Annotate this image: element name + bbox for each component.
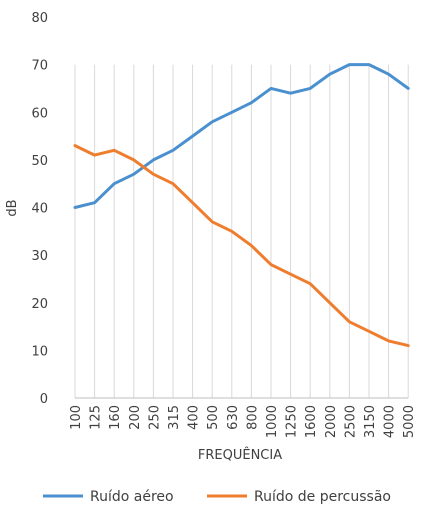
x-tick-250: 250 (147, 405, 162, 430)
x-tick-3150: 3150 (363, 405, 378, 438)
y-tick-20: 20 (31, 297, 48, 312)
x-tick-5000: 5000 (402, 405, 417, 438)
x-axis-ticks: 100 125 160 200 250 315 400 500 630 800 1000 1250 16… (69, 405, 417, 438)
x-tick-4000: 4000 (383, 405, 398, 438)
x-tick-1000: 1000 (265, 405, 280, 438)
x-tick-500: 500 (206, 405, 221, 430)
x-tick-200: 200 (128, 405, 143, 430)
x-tick-160: 160 (108, 405, 123, 430)
y-tick-10: 10 (31, 344, 48, 359)
x-tick-100: 100 (69, 405, 84, 430)
series-line-1 (73, 63, 410, 209)
y-tick-80: 80 (31, 11, 48, 26)
vertical-gridlines (74, 64, 409, 398)
x-tick-1250: 1250 (285, 405, 300, 438)
x-tick-125: 125 (89, 405, 104, 430)
y-tick-30: 30 (31, 249, 48, 264)
x-tick-630: 630 (226, 405, 241, 430)
y-tick-50: 50 (31, 154, 48, 169)
x-tick-1600: 1600 (304, 405, 319, 438)
y-tick-60: 60 (31, 106, 48, 121)
x-tick-315: 315 (167, 405, 182, 430)
y-tick-40: 40 (31, 202, 48, 217)
x-axis-title: FREQUÊNCIA (198, 447, 282, 463)
x-tick-2500: 2500 (343, 405, 358, 438)
legend-label-2: Ruído de percussão (254, 489, 391, 505)
series-lines (73, 63, 410, 348)
y-tick-70: 70 (31, 59, 48, 74)
y-axis-ticks: 0 10 20 30 40 50 60 70 80 (31, 11, 48, 407)
x-tick-800: 800 (245, 405, 260, 430)
y-tick-0: 0 (40, 392, 48, 407)
y-axis-title: dB (5, 199, 20, 216)
x-tick-400: 400 (187, 405, 202, 430)
legend-label-1: Ruído aéreo (90, 489, 174, 505)
x-tick-2000: 2000 (324, 405, 339, 438)
series-line-2 (73, 144, 410, 348)
legend: Ruído aéreo Ruído de percussão (43, 489, 391, 505)
